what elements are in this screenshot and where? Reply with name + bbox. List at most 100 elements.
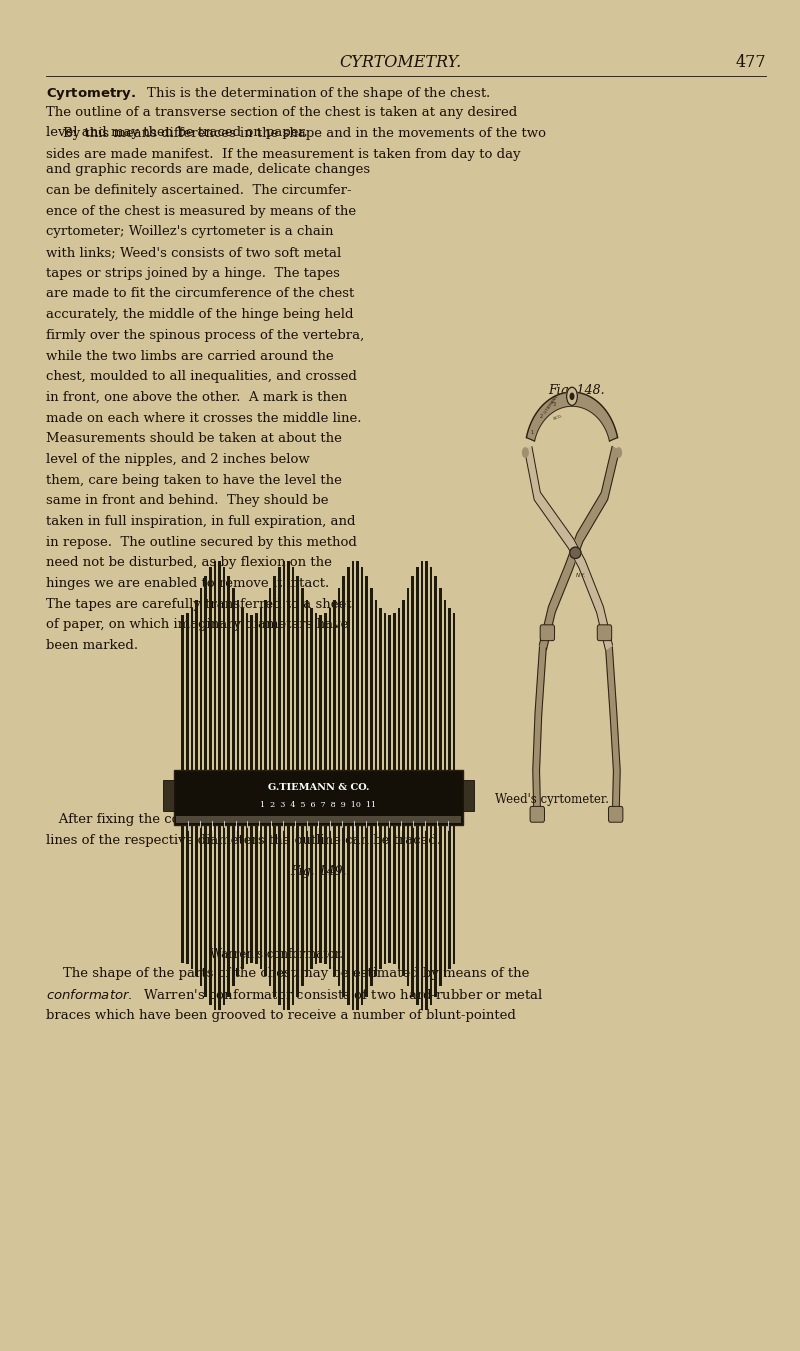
Bar — [329, 821, 331, 969]
Text: The shape of the parts of the chest may be estimated by means of the: The shape of the parts of the chest may … — [46, 967, 530, 981]
Text: taken in full inspiration, in full expiration, and: taken in full inspiration, in full expir… — [46, 515, 356, 528]
Bar — [407, 821, 410, 986]
Bar — [315, 613, 318, 770]
Bar — [227, 821, 230, 997]
Bar — [176, 816, 461, 823]
Text: braces which have been grooved to receive a number of blunt-pointed: braces which have been grooved to receiv… — [46, 1009, 516, 1021]
Circle shape — [616, 449, 622, 458]
Text: CYRTOMETRY.: CYRTOMETRY. — [339, 54, 461, 72]
Bar — [366, 821, 368, 997]
Bar — [393, 613, 395, 770]
FancyBboxPatch shape — [530, 807, 545, 823]
Text: After fixing the corresponding points of the tapes on the: After fixing the corresponding points of… — [46, 813, 436, 827]
Bar — [255, 821, 258, 965]
Bar — [356, 562, 358, 770]
Bar — [269, 588, 271, 770]
Bar — [448, 608, 450, 770]
Text: $\mathbf{Cyrtometry.}$  This is the determination of the shape of the chest.: $\mathbf{Cyrtometry.}$ This is the deter… — [46, 85, 491, 103]
Text: 1: 1 — [530, 431, 534, 435]
Bar — [214, 821, 216, 1011]
Bar — [250, 615, 253, 770]
Bar — [370, 588, 373, 770]
Bar — [264, 821, 266, 977]
Bar — [444, 600, 446, 770]
FancyBboxPatch shape — [540, 624, 554, 640]
Bar — [319, 615, 322, 770]
Bar — [379, 821, 382, 969]
Bar — [347, 567, 350, 770]
Bar — [421, 821, 423, 1011]
Bar — [421, 562, 423, 770]
Bar — [407, 588, 410, 770]
Bar — [324, 613, 326, 770]
Bar — [426, 821, 428, 1011]
Bar — [209, 567, 211, 770]
Bar — [366, 577, 368, 770]
Bar — [223, 821, 226, 1005]
Polygon shape — [539, 446, 619, 650]
Text: G.TIEMANN & CO.: G.TIEMANN & CO. — [268, 784, 369, 792]
Text: in repose.  The outline secured by this method: in repose. The outline secured by this m… — [46, 535, 358, 549]
FancyBboxPatch shape — [609, 807, 623, 823]
Text: accurately, the middle of the hinge being held: accurately, the middle of the hinge bein… — [46, 308, 354, 322]
Text: are made to fit the circumference of the chest: are made to fit the circumference of the… — [46, 288, 354, 300]
Text: of paper, on which imaginary diameters have: of paper, on which imaginary diameters h… — [46, 619, 349, 631]
Text: Weed's cyrtometer.: Weed's cyrtometer. — [495, 793, 609, 807]
Bar — [434, 821, 437, 997]
Text: ence of the chest is measured by means of the: ence of the chest is measured by means o… — [46, 205, 357, 218]
Bar — [205, 577, 207, 770]
Bar — [416, 567, 418, 770]
Bar — [287, 821, 290, 1011]
Polygon shape — [526, 392, 618, 440]
Text: tapes or strips joined by a hinge.  The tapes: tapes or strips joined by a hinge. The t… — [46, 266, 340, 280]
Bar — [434, 577, 437, 770]
Polygon shape — [606, 647, 620, 817]
Polygon shape — [533, 647, 546, 817]
Text: hinges we are enabled to remove it intact.: hinges we are enabled to remove it intac… — [46, 577, 330, 590]
Bar — [453, 613, 455, 770]
Bar — [444, 821, 446, 977]
Bar — [292, 567, 294, 770]
Text: &CO.: &CO. — [552, 415, 563, 422]
Ellipse shape — [570, 547, 581, 558]
Text: level and may then be traced on paper.: level and may then be traced on paper. — [46, 127, 308, 139]
Bar — [190, 608, 193, 770]
Bar — [416, 821, 418, 1005]
Bar — [278, 821, 281, 1005]
Bar — [448, 821, 450, 969]
Bar — [237, 821, 239, 977]
Bar — [384, 821, 386, 965]
Text: need not be disturbed, as by flexion on the: need not be disturbed, as by flexion on … — [46, 557, 332, 569]
Bar — [306, 600, 308, 770]
Bar — [342, 577, 345, 770]
Bar — [282, 821, 285, 1011]
Circle shape — [566, 388, 578, 405]
Bar — [374, 600, 377, 770]
Bar — [411, 821, 414, 997]
Bar — [370, 821, 373, 986]
Text: Warren's conformator.: Warren's conformator. — [210, 948, 342, 962]
Bar — [338, 821, 340, 986]
Bar — [374, 821, 377, 977]
Text: firmly over the spinous process of the vertebra,: firmly over the spinous process of the v… — [46, 328, 365, 342]
Bar — [310, 821, 313, 969]
Bar — [389, 615, 391, 770]
Bar — [334, 600, 336, 770]
Bar — [329, 608, 331, 770]
Bar — [237, 600, 239, 770]
Bar — [361, 567, 363, 770]
Bar — [342, 821, 345, 997]
Bar — [190, 821, 193, 969]
Text: 3: 3 — [552, 401, 555, 407]
Bar — [462, 781, 474, 811]
Bar — [200, 588, 202, 770]
Text: N.Y.: N.Y. — [576, 573, 586, 578]
Bar — [301, 588, 303, 770]
Circle shape — [570, 393, 574, 400]
Bar — [232, 821, 234, 986]
Bar — [426, 562, 428, 770]
Bar — [282, 562, 285, 770]
Text: Fig. 149.: Fig. 149. — [290, 865, 346, 878]
Bar — [411, 577, 414, 770]
Bar — [232, 588, 234, 770]
